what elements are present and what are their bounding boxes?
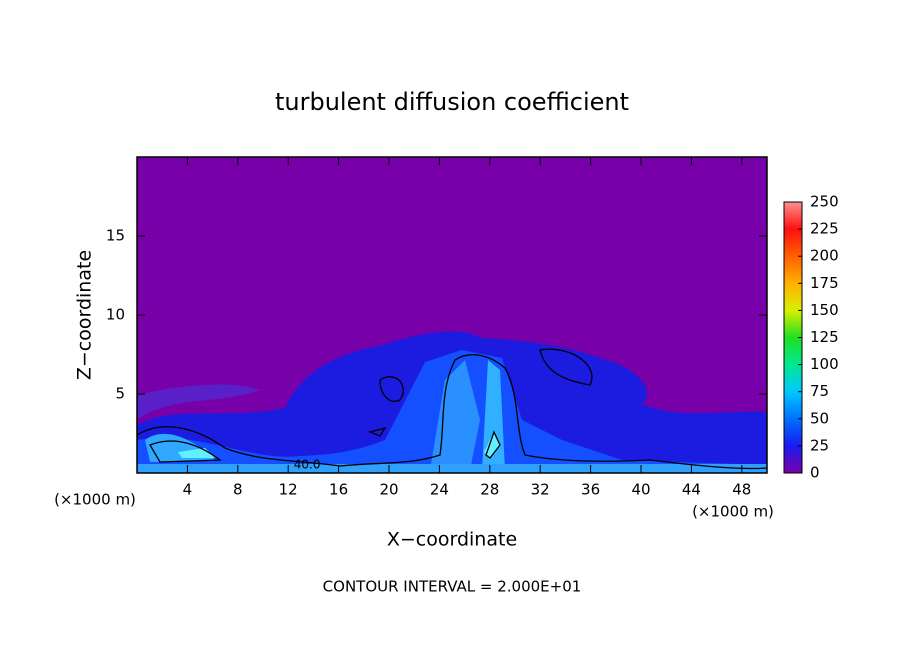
y-tick-label: 15	[106, 227, 125, 245]
colorbar-tick-label: 200	[810, 247, 839, 265]
x-tick-label: 20	[379, 481, 398, 499]
x-tick-label: 4	[183, 481, 193, 499]
contour-line	[149, 440, 222, 463]
contour-line	[539, 348, 593, 386]
field-region	[484, 432, 500, 458]
y-tick-label: 5	[115, 385, 125, 403]
x-axis-title: X−coordinate	[387, 529, 517, 551]
x-unit-label: (×1000 m)	[54, 491, 136, 509]
x-tick-label: 16	[329, 481, 348, 499]
x-tick-label: 36	[581, 481, 600, 499]
field-region	[430, 360, 480, 470]
contour-line	[137, 354, 767, 470]
x-tick-label: 28	[480, 481, 499, 499]
colorbar-tick-label: 25	[810, 436, 829, 454]
colorbar-tick-label: 125	[810, 328, 839, 346]
contour-line	[485, 430, 501, 459]
contour-line	[367, 426, 387, 437]
y-tick-label: 10	[106, 306, 125, 324]
x-tick-label: 12	[279, 481, 298, 499]
x-tick-label: 40	[631, 481, 650, 499]
contour-label: 40.0	[294, 458, 321, 472]
colorbar-tick-label: 250	[810, 193, 839, 211]
field-region	[137, 384, 260, 420]
colorbar-tick-label: 50	[810, 409, 829, 427]
colorbar-tick-label: 225	[810, 220, 839, 238]
x-tick-label: 48	[732, 481, 751, 499]
field	[137, 157, 767, 473]
x-tick-label: 44	[682, 481, 701, 499]
footnote: CONTOUR INTERVAL = 2.000E+01	[323, 578, 582, 596]
y-axis-title: Z−coordinate	[74, 250, 96, 380]
x-unit-label: (×1000 m)	[692, 503, 774, 521]
contour-line	[379, 376, 404, 402]
x-tick-label: 32	[531, 481, 550, 499]
colorbar-tick-label: 75	[810, 382, 829, 400]
colorbar-tick-label: 0	[810, 464, 820, 482]
x-tick-label: 8	[233, 481, 243, 499]
x-tick-label: 24	[430, 481, 449, 499]
colorbar-tick-label: 150	[810, 301, 839, 319]
chart-title: turbulent diffusion coefficient	[275, 88, 629, 116]
colorbar-tick-label: 175	[810, 274, 839, 292]
field-region	[137, 464, 767, 473]
colorbar-tick-label: 100	[810, 355, 839, 373]
